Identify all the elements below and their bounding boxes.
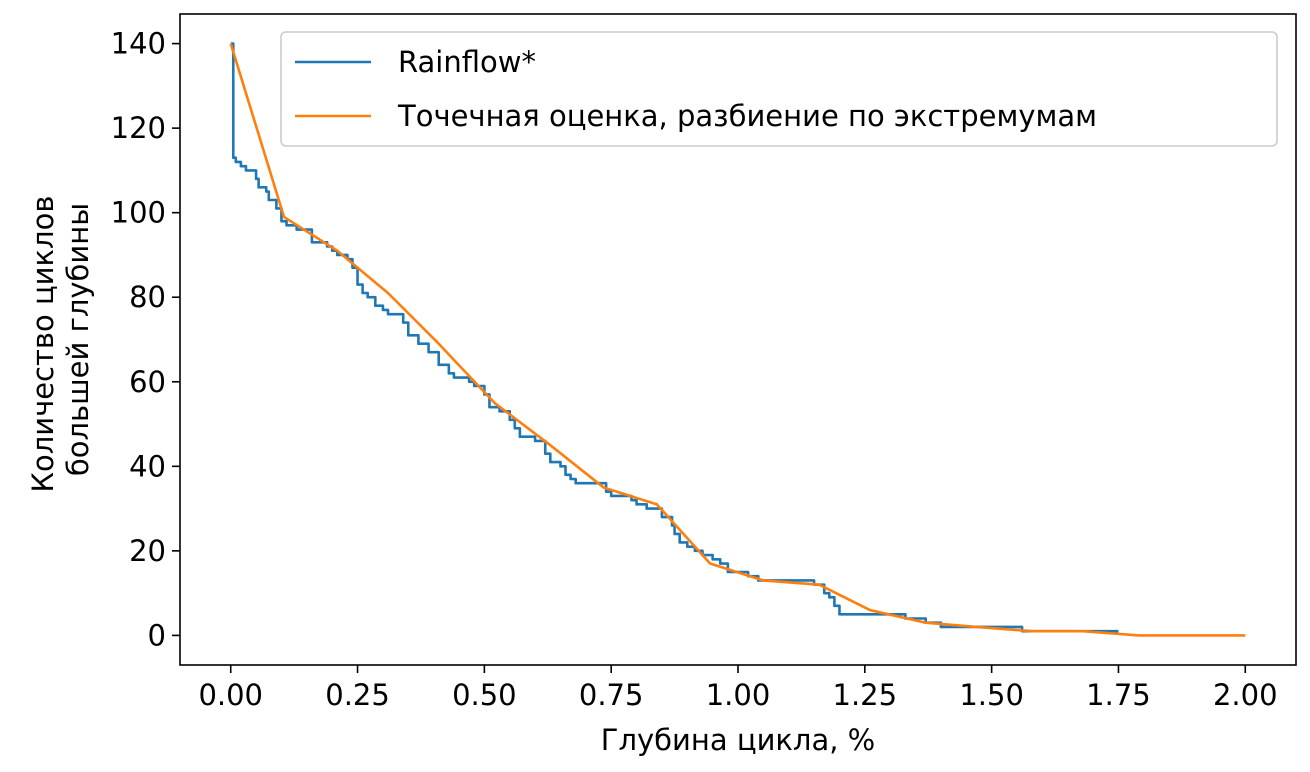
y-axis-ticks: 0 20 40 60 80 100 120 140: [111, 27, 180, 652]
y-axis-label-line-2: большей глубины: [61, 203, 95, 476]
x-tick-label: 1.25: [833, 678, 898, 712]
y-tick-label: 140: [111, 27, 166, 61]
series-layer: [229, 42, 1246, 637]
x-tick-label: 1.75: [1086, 678, 1151, 712]
x-axis-label: Глубина цикла, %: [601, 723, 875, 757]
y-tick-label: 40: [129, 449, 166, 483]
y-tick-label: 0: [148, 618, 166, 652]
y-tick-label: 120: [111, 111, 166, 145]
x-tick-label: 0.50: [452, 678, 517, 712]
legend-entry-label: Rainflow*: [398, 45, 536, 79]
y-axis-label-line-1: Количество циклов: [26, 196, 60, 493]
x-tick-label: 0.25: [325, 678, 390, 712]
x-tick-label: 2.00: [1213, 678, 1278, 712]
y-tick-label: 60: [129, 365, 166, 399]
series-line-2: [229, 43, 1246, 637]
legend-entry-label: Точечная оценка, разбиение по экстремума…: [397, 99, 1097, 133]
x-axis-ticks: 0.00 0.25 0.50 0.75 1.00 1.25 1.50 1.75 2.00: [198, 665, 1278, 712]
x-tick-label: 0.75: [579, 678, 644, 712]
legend-box: [280, 31, 1278, 147]
y-tick-label: 80: [129, 280, 166, 314]
x-tick-label: 1.50: [959, 678, 1024, 712]
x-tick-label: 0.00: [198, 678, 263, 712]
x-tick-label: 1.00: [706, 678, 771, 712]
y-axis-label: Количество циклов большей глубины: [26, 186, 95, 492]
y-tick-label: 100: [111, 196, 166, 230]
y-tick-label: 20: [129, 534, 166, 568]
legend: Rainflow* Точечная оценка, разбиение по э…: [280, 31, 1278, 147]
